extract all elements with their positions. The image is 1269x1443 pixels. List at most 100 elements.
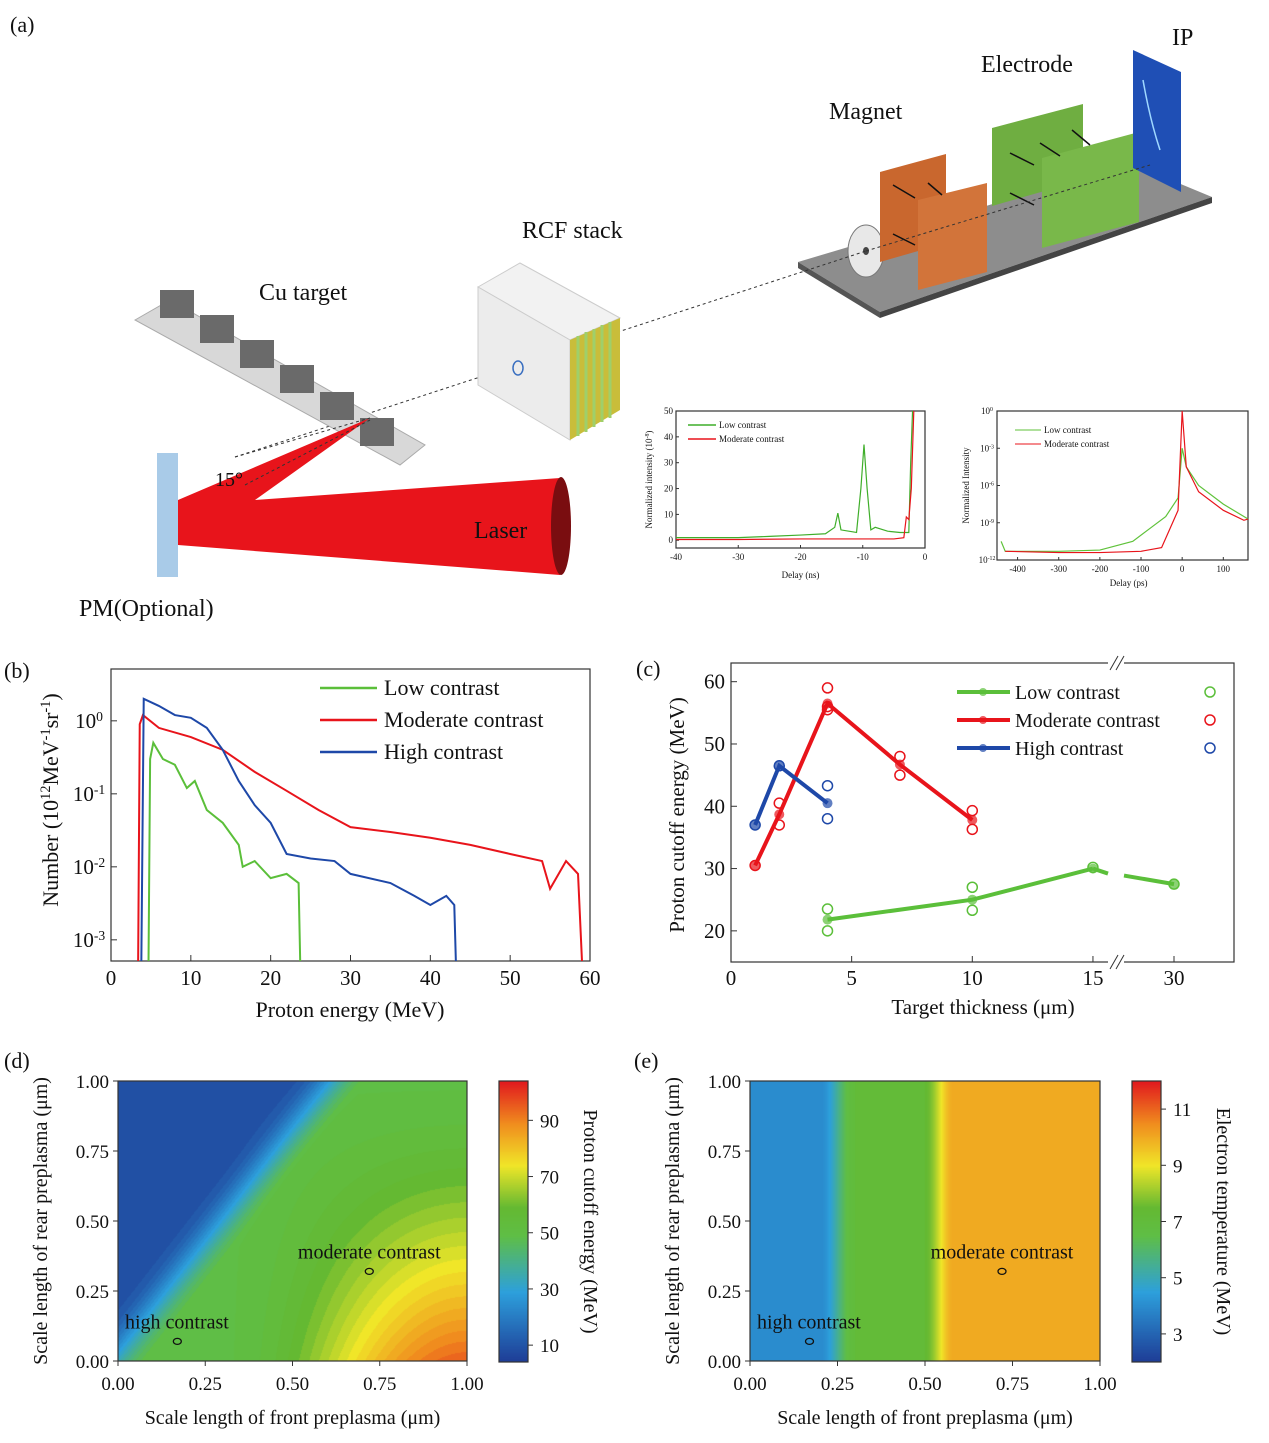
colorbar-frame-e (1131, 1080, 1162, 1363)
y-tick-label: 0 (669, 535, 674, 545)
shot-point (966, 804, 979, 817)
y-tick-label: 0.50 (76, 1212, 109, 1233)
annotation-marker (997, 1267, 1007, 1276)
mean-point (750, 860, 761, 871)
superscript: -12 (988, 556, 996, 562)
text-span: ) (38, 693, 63, 700)
annotation-marker (172, 1337, 182, 1346)
text-span: 10 (980, 518, 990, 528)
cu-targets (160, 290, 394, 446)
colorbar-tick-label: 3 (1173, 1325, 1183, 1346)
axis-break-mark (1109, 954, 1119, 970)
x-tick-label: 5 (846, 966, 857, 990)
series-line (1123, 873, 1175, 887)
text-span: 10 (73, 782, 94, 806)
superscript: -1 (38, 701, 54, 713)
x-tick-label: 30 (1164, 966, 1185, 990)
y-tick-label: 10-6 (980, 481, 994, 491)
colorbar-tick-label: 70 (540, 1168, 559, 1189)
legend-label: Low contrast (384, 675, 499, 700)
series-line (140, 697, 457, 961)
panel-label-c: (c) (636, 656, 660, 681)
colorbar-tick-label: 11 (1173, 1100, 1191, 1121)
series-line (676, 411, 914, 539)
y-tick-label: 60 (704, 670, 725, 694)
shot-point (821, 682, 834, 694)
x-tick-label: 1.00 (450, 1374, 483, 1395)
shot-point (894, 750, 906, 763)
y-tick-label: 0.50 (708, 1212, 741, 1233)
label-laser: Laser (474, 518, 527, 544)
legend-marker (979, 716, 987, 724)
colorbar-tick-label: 30 (540, 1280, 559, 1301)
superscript: -3 (989, 444, 994, 450)
shot-point (821, 925, 834, 937)
colorbar-tick-label: 7 (1173, 1213, 1183, 1234)
x-tick-label: 30 (340, 966, 361, 990)
x-tick-label: 1.00 (1083, 1374, 1116, 1395)
text-span: MeV (38, 740, 63, 785)
mean-point (967, 814, 978, 825)
y-tick-label: 20 (664, 484, 674, 494)
y-tick-label: 10-3 (73, 927, 106, 952)
mean-point (967, 894, 978, 905)
x-tick-label: 0.75 (363, 1374, 396, 1395)
mean-point (894, 759, 905, 770)
heatmap-e (750, 1081, 1100, 1361)
x-axis-label: Scale length of front preplasma (μm) (777, 1407, 1073, 1429)
shot-point (821, 903, 834, 915)
shot-point (821, 700, 834, 713)
y-tick-label: 100 (981, 406, 993, 416)
y-tick-label: 10-2 (73, 854, 106, 879)
x-axis-label: Scale length of front preplasma (μm) (145, 1407, 441, 1429)
shot-point (749, 819, 761, 831)
x-tick-label: 20 (260, 966, 281, 990)
y-tick-label: 40 (704, 794, 725, 818)
y-axis-label: Normalized intensity (10-8) (644, 431, 654, 529)
colorbar-d (499, 1081, 528, 1362)
text-span: 10 (981, 406, 991, 416)
superscript: -6 (989, 482, 994, 488)
legend-label: Moderate contrast (384, 707, 543, 732)
superscript: 0 (990, 407, 993, 413)
colorbar-label: Electron temperature (MeV) (1212, 1108, 1234, 1336)
colorbar-frame-d (498, 1080, 529, 1363)
shot-point (773, 819, 786, 831)
beamline-base-side (798, 262, 880, 318)
y-tick-label: 30 (664, 458, 674, 468)
y-tick-label: 50 (664, 406, 674, 416)
mean-point (822, 914, 833, 925)
image-plate (1133, 50, 1181, 192)
mean-point (750, 819, 761, 830)
rcf-layers (570, 318, 620, 440)
x-tick-label: -200 (1092, 564, 1109, 574)
text-span: 10 (980, 443, 990, 453)
label-ip: IP (1172, 25, 1193, 51)
mean-point (774, 809, 785, 820)
annotation-label: moderate contrast (298, 1241, 441, 1263)
y-tick-label: 0.00 (76, 1352, 109, 1373)
text-span: 10 (75, 709, 96, 733)
y-tick-label: 0.25 (708, 1282, 741, 1303)
shot-point (773, 760, 786, 772)
shot-point (1087, 861, 1099, 874)
y-tick-label: 10-1 (73, 781, 105, 806)
series-line (1005, 410, 1249, 554)
colorbar-tick-label: 50 (540, 1224, 559, 1245)
superscript: 12 (38, 786, 54, 800)
y-tick-label: 0.25 (76, 1282, 109, 1303)
panel-label-b: (b) (4, 658, 30, 683)
laser-beam (178, 418, 560, 575)
annotation-marker (364, 1267, 374, 1276)
legend-label: Moderate contrast (719, 434, 785, 444)
x-tick-label: 10 (180, 966, 201, 990)
x-tick-label: -30 (732, 552, 744, 562)
text-span: Normalized intensity (10 (644, 438, 654, 528)
shot-point (821, 812, 834, 825)
x-tick-label: 0.00 (101, 1374, 134, 1395)
y-axis-label: Scale length of rear preplasma (μm) (662, 1077, 684, 1365)
x-axis-label: Delay (ns) (782, 570, 820, 580)
legend-open-marker (1204, 686, 1216, 698)
